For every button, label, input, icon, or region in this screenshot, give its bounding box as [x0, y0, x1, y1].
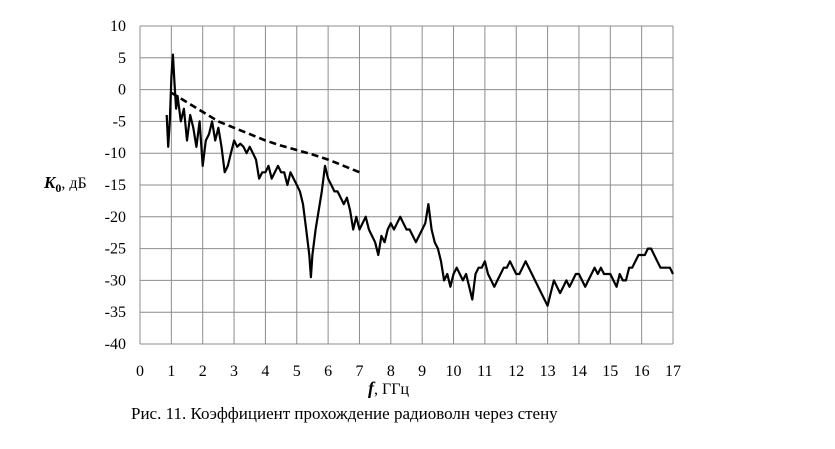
y-axis-symbol: K: [43, 173, 57, 192]
x-tick-label: 13: [540, 363, 556, 380]
x-tick-label: 3: [230, 363, 238, 380]
x-tick-label: 8: [387, 363, 395, 380]
x-tick-label: 14: [571, 363, 587, 380]
figure-caption: Рис. 11. Коэффициент прохождение радиово…: [131, 404, 558, 423]
x-tick-label: 4: [261, 363, 269, 380]
y-tick-labels: 10 5 0 -5 -10 -15 -20 -25 -30 -35 -40: [105, 18, 126, 353]
x-tick-labels: 0 1 2 3 4 5 6 7 8 9 10 11 12 13 14 15 16 17: [136, 363, 681, 380]
x-tick-label: 6: [324, 363, 332, 380]
x-tick-label: 15: [602, 363, 618, 380]
y-tick-label: -10: [105, 145, 126, 162]
x-tick-label: 9: [418, 363, 426, 380]
x-tick-label: 7: [355, 363, 363, 380]
x-tick-label: 11: [477, 363, 492, 380]
y-tick-label: 0: [118, 82, 126, 99]
y-tick-label: -25: [105, 241, 126, 258]
chart-series: [165, 53, 674, 307]
x-tick-label: 10: [446, 363, 462, 380]
x-tick-label: 1: [167, 363, 175, 380]
x-axis-unit: , ГГц: [374, 381, 410, 398]
y-axis-subscript: 0: [55, 181, 61, 195]
y-tick-label: -30: [105, 272, 126, 289]
x-tick-label: 0: [136, 363, 144, 380]
x-tick-label: 2: [199, 363, 207, 380]
y-axis-unit: , дБ: [61, 175, 86, 192]
x-axis-label: f, ГГц: [368, 378, 410, 398]
y-tick-label: -40: [105, 336, 126, 353]
x-axis-symbol: f: [368, 378, 376, 398]
x-tick-label: 16: [634, 363, 650, 380]
series-line-trend-dashed: [170, 91, 360, 174]
y-tick-label: -20: [105, 209, 126, 226]
chart-grid: [139, 25, 674, 345]
series-line-measured: [165, 53, 674, 307]
x-tick-label: 5: [293, 363, 301, 380]
y-tick-label: 10: [110, 18, 126, 35]
y-tick-label: -5: [113, 113, 126, 130]
y-tick-label: 5: [118, 50, 126, 67]
y-tick-label: -35: [105, 304, 126, 321]
y-axis-label: K0, дБ: [43, 173, 87, 195]
x-tick-label: 12: [508, 363, 524, 380]
y-tick-label: -15: [105, 177, 126, 194]
x-tick-label: 17: [665, 363, 681, 380]
